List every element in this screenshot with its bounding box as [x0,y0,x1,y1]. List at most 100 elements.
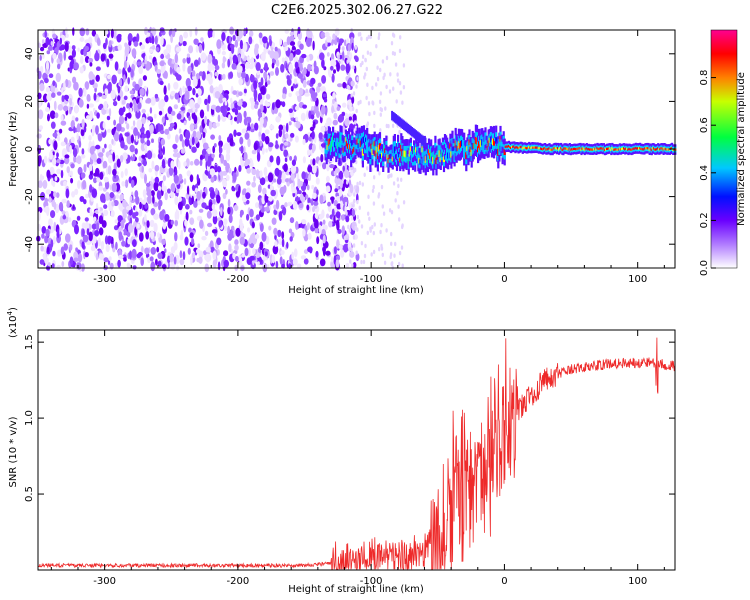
spectrogram-noise-cell [244,132,250,140]
spectrogram-noise-cell [207,53,213,64]
spectrogram-noise-cell [311,130,315,140]
spectrogram-noise-cell [220,172,224,181]
spectrogram-faint-cell [367,34,370,40]
spectrogram-noise-cell [79,196,85,202]
spectrogram-signal-core [592,148,595,151]
spectrogram-noise-cell [260,99,264,105]
spectrogram-faint-cell [367,101,371,106]
spectrogram-noise-cell [61,95,65,103]
spectrogram-noise-cell [265,93,271,100]
spectrogram-noise-cell [291,159,296,166]
spectrogram-noise-cell [120,219,125,229]
spectrogram-noise-cell [238,254,242,262]
spectrogram-noise-cell [243,146,246,154]
snr-y-multiplier-base: (x10 [8,315,19,338]
spectrogram-noise-cell [89,62,93,67]
spectrogram-noise-cell [88,50,92,58]
spectrogram-noise-cell [268,196,273,202]
spectrogram-noise-cell [149,219,155,228]
spectrogram-noise-cell [256,152,261,162]
spectrogram-noise-cell [191,252,195,259]
spectrogram-noise-cell [280,250,285,255]
spectrogram-noise-cell [102,121,106,129]
spectrogram-noise-cell [74,105,79,114]
spectrogram-noise-cell [234,39,239,48]
spectrogram-noise-cell [68,55,74,61]
spectrogram-noise-cell [159,60,165,67]
spectrogram-faint-cell [367,194,370,199]
spectrogram-noise-cell [116,123,122,132]
spectrogram-faint-cell [379,229,382,235]
spectrogram-noise-cell [53,140,58,151]
spectrogram-noise-cell [347,99,353,104]
spectrogram-noise-cell [341,46,345,52]
spectrogram-noise-cell [298,87,304,96]
spectrogram-noise-cell [352,262,357,269]
spectrogram-noise-cell [119,193,124,202]
spectrogram-faint-cell [343,235,347,241]
spectrogram-faint-cell [400,177,403,182]
spectrogram-noise-cell [129,108,133,113]
spectrogram-noise-cell [266,80,271,85]
spectrogram-noise-cell [88,135,92,141]
spectrogram-noise-cell [229,36,232,45]
spectrogram-noise-cell [241,51,245,59]
spectrogram-noise-cell [52,132,58,138]
spectrogram-noise-cell [139,201,142,210]
spectrogram-noise-cell [313,201,319,206]
spectrogram-noise-cell [170,34,174,44]
spectrogram-noise-cell [316,236,320,245]
spectrogram-noise-cell [36,133,42,139]
spectrogram-noise-cell [237,54,241,63]
spectrogram-noise-cell [183,120,187,126]
spectrogram-noise-cell [129,102,133,108]
spectrogram-noise-cell [108,206,113,212]
spectrogram-noise-cell [196,190,202,201]
spectrogram-noise-cell [202,191,206,199]
spectrogram-noise-cell [189,209,193,215]
spectrogram-noise-cell [261,51,266,62]
spectrogram-noise-cell [199,154,203,162]
spectrogram-noise-cell [234,244,239,251]
spectrogram-noise-cell [89,208,92,215]
spectrogram-faint-cell [398,250,402,256]
spectrogram-noise-cell [239,136,244,145]
spectrogram-faint-cell [357,32,361,37]
spectrogram-noise-cell [44,30,47,38]
spectrogram-noise-cell [175,209,179,215]
spectrogram-noise-cell [103,176,109,183]
spectrogram-faint-cell [348,166,351,171]
spectrogram-noise-cell [242,42,248,52]
spectrogram-noise-cell [76,132,79,141]
spectrogram-noise-cell [206,210,212,219]
spectrogram-noise-cell [161,238,166,246]
spectrogram-noise-cell [154,35,158,45]
spectrogram-noise-cell [183,161,187,167]
spectrogram-noise-cell [330,260,335,269]
spectrogram-noise-cell [199,125,203,133]
spectrogram-noise-cell [168,166,174,177]
spectrogram-noise-cell [299,43,304,50]
spectrogram-faint-cell [388,89,392,94]
spectrogram-noise-cell [321,75,327,84]
spectrogram-noise-cell [341,225,345,236]
spectrogram-noise-cell [134,190,139,198]
spectrogram-noise-cell [61,210,65,215]
spectrogram-noise-cell [156,246,160,253]
spectrogram-noise-cell [149,181,153,190]
spectrogram-noise-cell [288,121,292,126]
spectrogram-noise-cell [151,138,154,143]
spectrogram-noise-cell [152,153,156,159]
spectrogram-faint-cell [355,84,358,89]
spectrogram-noise-cell [141,199,147,205]
spectrogram-noise-cell [286,241,289,249]
spectrogram-noise-cell [232,90,238,95]
spectrogram-noise-cell [73,155,77,163]
spectrogram-faint-cell [394,241,397,247]
spectrogram-noise-cell [204,98,208,106]
spectrogram-noise-cell [83,163,87,173]
spectrogram-noise-cell [93,107,96,113]
spectrogram-noise-cell [167,82,171,91]
spectrogram-noise-cell [199,109,205,119]
spectrogram-noise-cell [281,93,287,100]
